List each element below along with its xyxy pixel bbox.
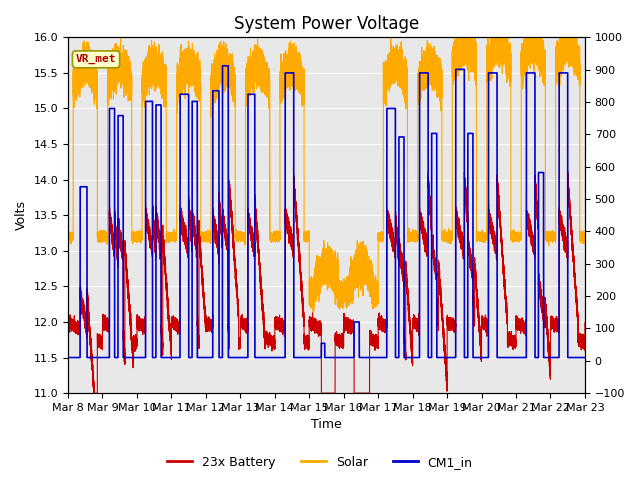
23x Battery	[64, 316, 72, 322]
CM1_in	[81, 184, 88, 190]
CM1_in	[188, 98, 196, 104]
23x Battery	[581, 320, 589, 325]
CM1_in	[219, 63, 227, 69]
23x Battery	[188, 216, 196, 222]
Solar	[120, 71, 128, 77]
CM1_in	[337, 355, 345, 360]
Y-axis label: Volts: Volts	[15, 200, 28, 230]
23x Battery	[90, 390, 98, 396]
Solar	[387, 35, 394, 40]
23x Battery	[337, 339, 345, 345]
Legend: 23x Battery, Solar, CM1_in: 23x Battery, Solar, CM1_in	[163, 451, 477, 474]
CM1_in	[581, 355, 589, 360]
CM1_in	[177, 91, 185, 97]
23x Battery	[564, 168, 572, 174]
Solar	[177, 73, 185, 79]
Solar	[81, 55, 88, 61]
23x Battery	[81, 310, 88, 316]
X-axis label: Time: Time	[311, 419, 342, 432]
23x Battery	[120, 343, 128, 348]
Solar	[512, 233, 520, 239]
CM1_in	[120, 355, 128, 360]
Solar	[581, 233, 589, 239]
Solar	[309, 310, 317, 316]
CM1_in	[512, 355, 520, 360]
Title: System Power Voltage: System Power Voltage	[234, 15, 419, 33]
CM1_in	[64, 355, 72, 360]
23x Battery	[512, 313, 520, 319]
Solar	[337, 292, 345, 298]
Line: CM1_in: CM1_in	[68, 66, 585, 358]
Text: VR_met: VR_met	[76, 54, 116, 64]
Line: 23x Battery: 23x Battery	[68, 171, 585, 393]
Solar	[188, 83, 196, 88]
Solar	[64, 234, 72, 240]
23x Battery	[177, 214, 185, 219]
Line: Solar: Solar	[68, 37, 585, 313]
